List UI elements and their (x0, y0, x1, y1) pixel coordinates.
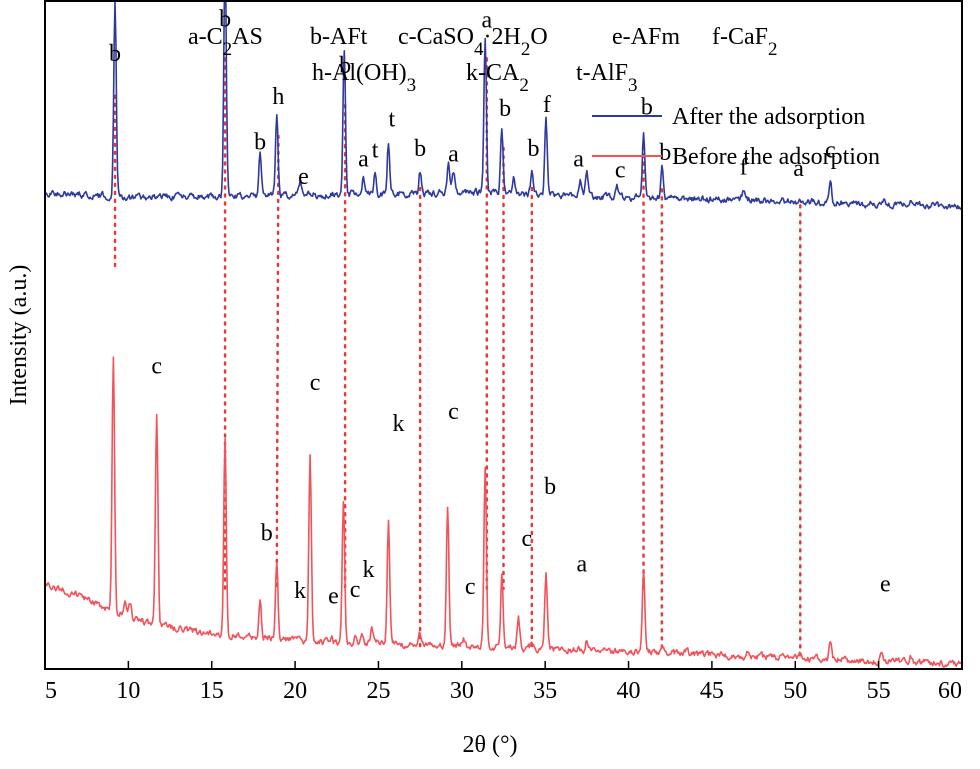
reference-line (275, 134, 280, 591)
plot-frame (44, 0, 963, 670)
series-line-after (44, 0, 963, 210)
peak-label: h (272, 84, 284, 110)
peak-label: c (825, 137, 836, 163)
y-axis-label: Intensity (a.u.) (6, 265, 32, 406)
peak-label: b (254, 129, 266, 155)
phase-key-entry: f-CaF2 (712, 24, 778, 60)
peak-label: a (573, 147, 584, 173)
legend-label-before: Before the adsorption (672, 144, 880, 170)
series-line-before (44, 356, 963, 668)
peak-label: b (544, 474, 556, 500)
peak-label: k (392, 411, 404, 437)
x-tick-label-50: 50 (783, 678, 807, 704)
x-tick-label-60: 60 (938, 678, 962, 704)
peak-label: b (528, 136, 540, 162)
peak-label: a (793, 156, 804, 182)
peak-label: b (499, 96, 511, 122)
phase-key-entry: t-AlF3 (576, 60, 638, 96)
peak-label: k (362, 557, 374, 583)
peak-label: a (358, 147, 369, 173)
x-tick-label-40: 40 (617, 678, 641, 704)
phase-key-entry: a-C2AS (188, 24, 263, 60)
x-axis-label: 2θ (°) (462, 732, 517, 758)
x-tick-label-45: 45 (700, 678, 724, 704)
peak-label: f (740, 155, 748, 181)
peak-label: b (219, 6, 231, 32)
x-tick-label-25: 25 (366, 678, 390, 704)
peak-label: b (659, 140, 671, 166)
phase-key-entry: k-CA2 (466, 60, 529, 96)
peak-label: b (641, 95, 653, 121)
x-tick-label-35: 35 (533, 678, 557, 704)
x-tick-label-20: 20 (283, 678, 307, 704)
legend-label-after: After the adsorption (672, 104, 865, 130)
legend: After the adsorption Before the adsorpti… (592, 104, 880, 170)
peak-label: t (388, 107, 395, 133)
phase-key-entry: c-CaSO4·2H2O (398, 24, 548, 60)
x-tick-label-55: 55 (867, 678, 891, 704)
x-tick-label-10: 10 (116, 678, 140, 704)
x-tick-label-15: 15 (200, 678, 224, 704)
phase-key-entry: e-AFm (612, 24, 680, 50)
phase-key: a-C2AS b-AFt c-CaSO4·2H2O e-AFm f-CaF2 h-Al(O… (188, 24, 778, 96)
peak-label: b (261, 521, 273, 547)
peak-label: t (372, 137, 379, 163)
peak-label: a (481, 8, 492, 34)
peak-label: e (298, 164, 309, 190)
peak-label: c (465, 574, 476, 600)
phase-key-entry: h-Al(OH)3 (312, 60, 416, 96)
peak-label: b (339, 53, 351, 79)
peak-label: f (543, 92, 551, 118)
peak-label: a (448, 141, 459, 167)
peak-label: b (109, 41, 121, 67)
peak-label: e (328, 584, 339, 610)
peak-label: a (577, 551, 588, 577)
peak-label: c (522, 526, 533, 552)
x-tick-label-30: 30 (450, 678, 474, 704)
peak-label: b (414, 136, 426, 162)
series-group (44, 0, 963, 668)
phase-key-entry: b-AFt (310, 24, 368, 50)
x-axis: 5 10 15 20 25 30 35 40 45 50 55 60 (44, 661, 963, 704)
reference-lines (113, 57, 802, 657)
peak-label: c (350, 577, 361, 603)
peak-label: c (615, 157, 626, 183)
peak-label: c (448, 399, 459, 425)
peak-label: c (310, 370, 321, 396)
peak-label: c (151, 354, 162, 380)
peak-label: e (880, 572, 891, 598)
x-tick-label-5: 5 (45, 678, 57, 704)
peak-label: k (294, 578, 306, 604)
